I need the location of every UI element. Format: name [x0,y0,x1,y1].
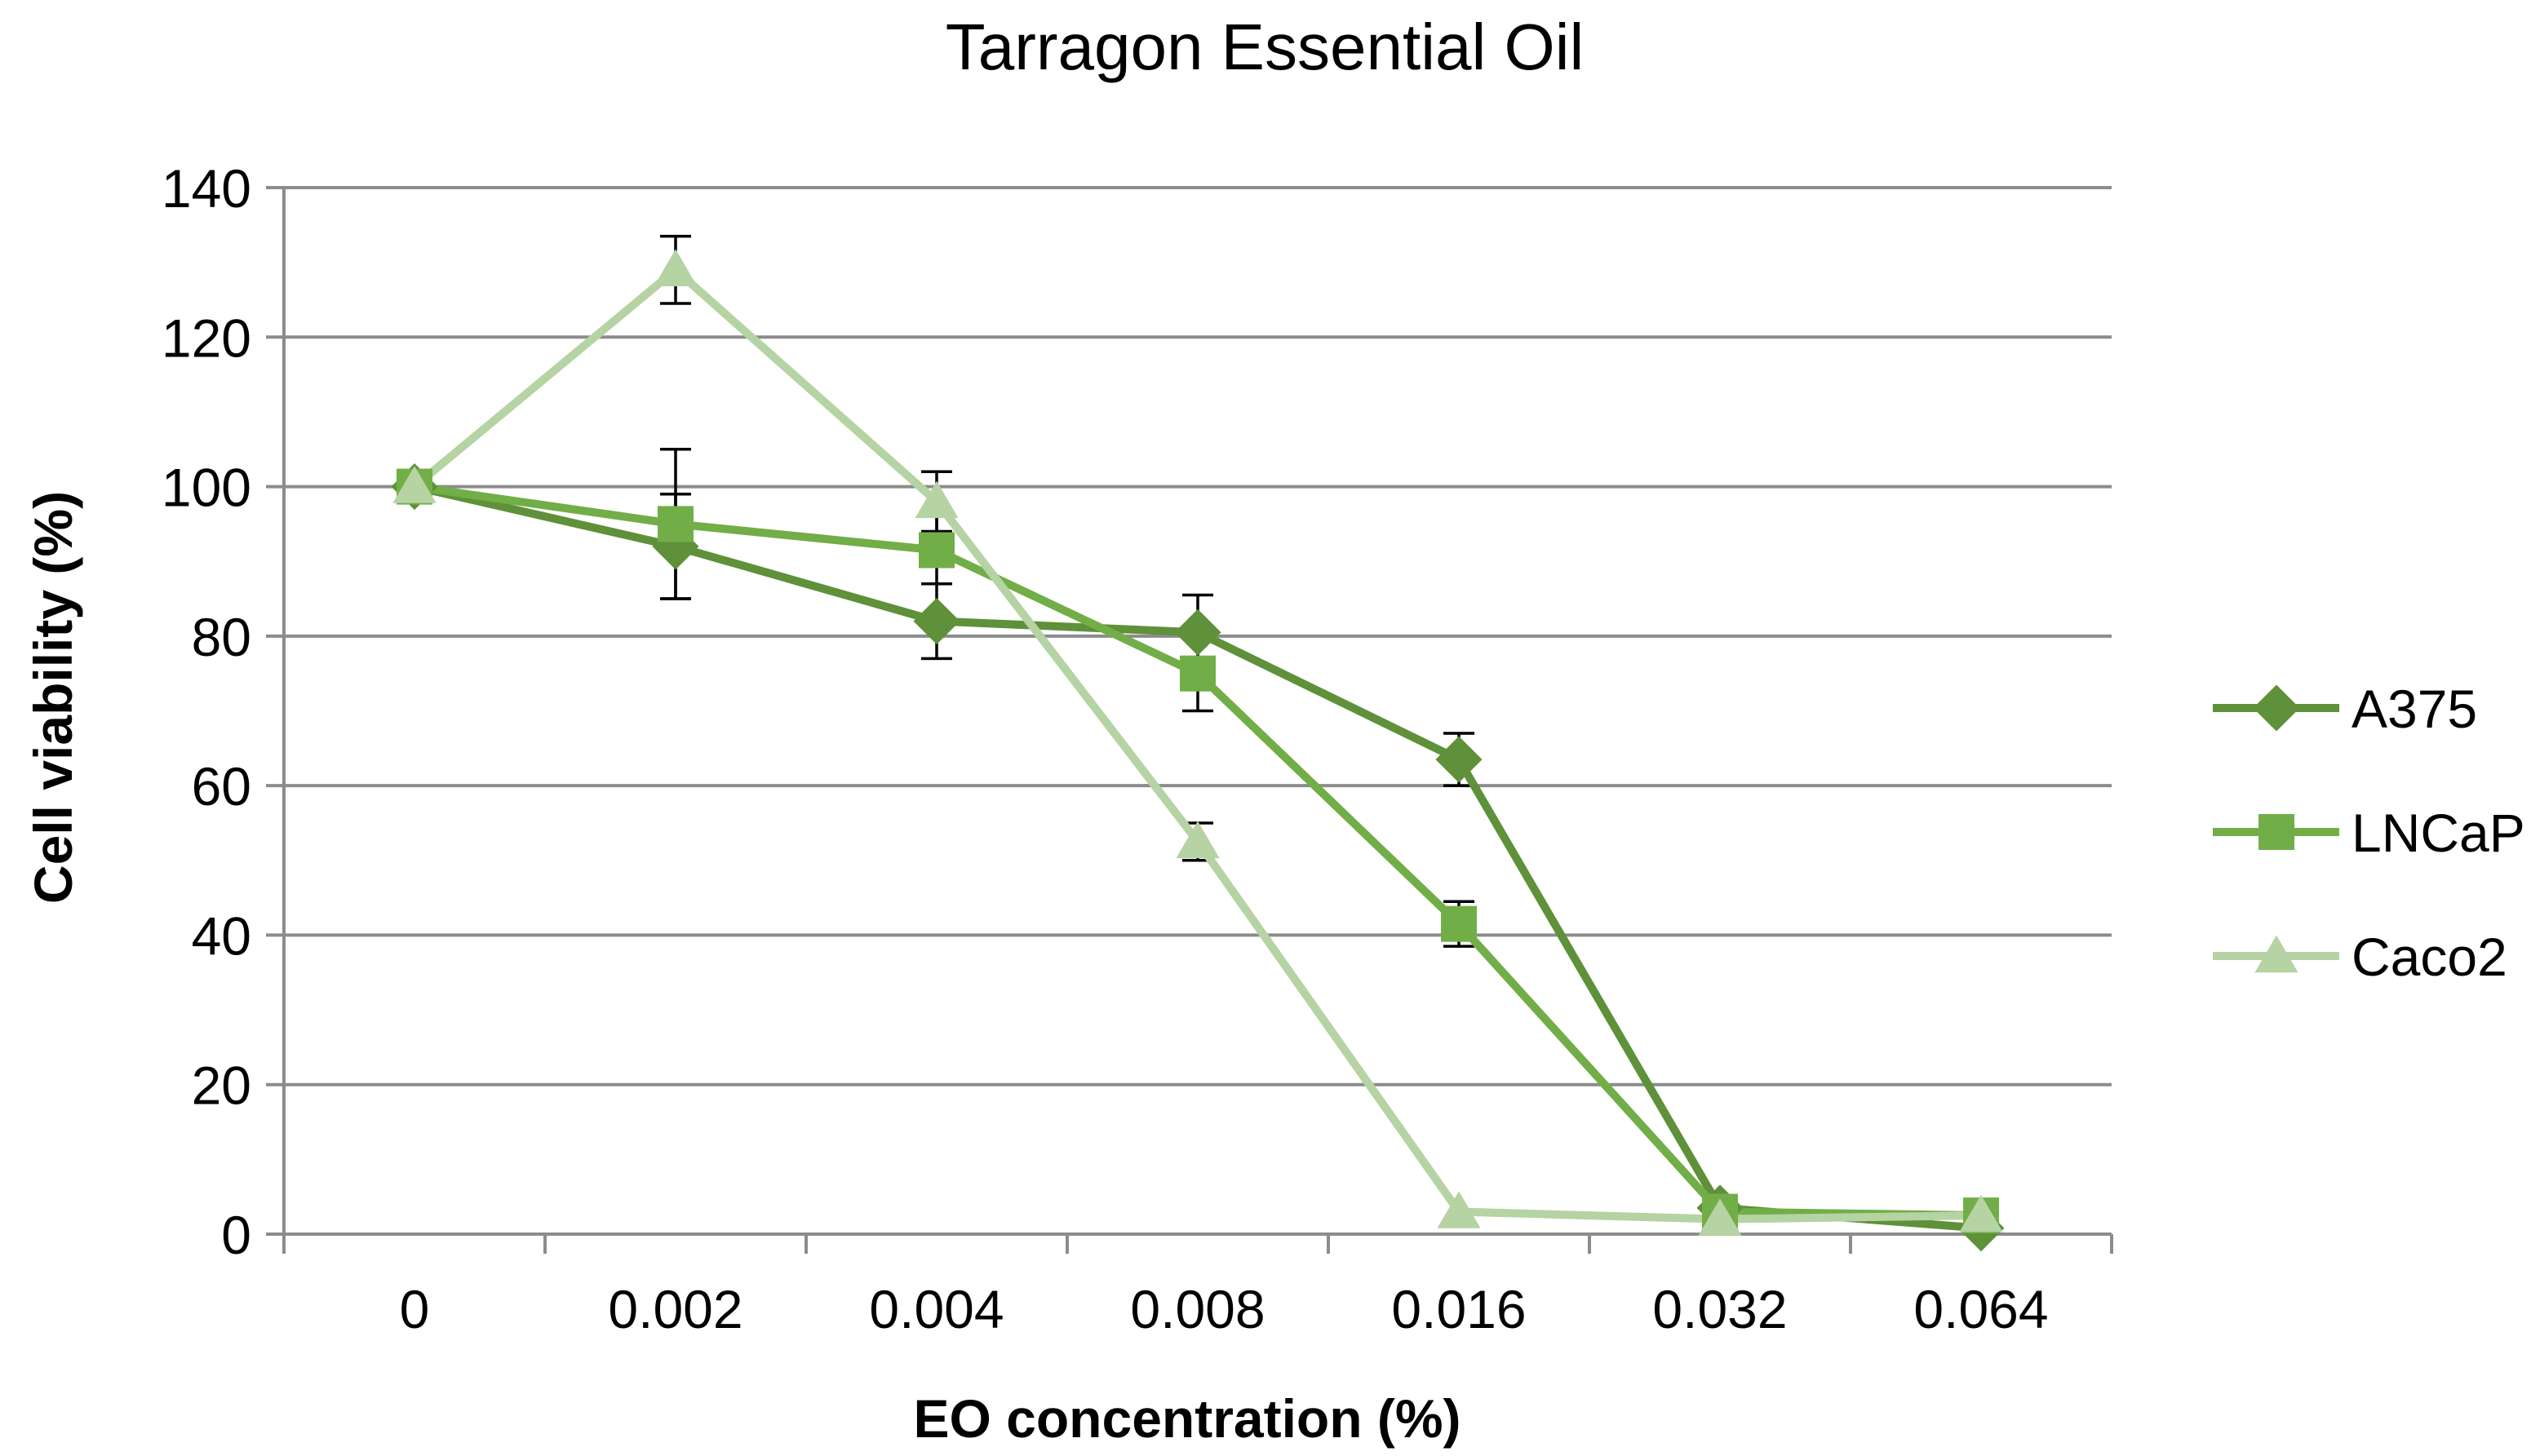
legend-marker [2258,814,2294,850]
data-point-a375 [1435,736,1483,783]
data-point-caco2 [654,249,698,287]
data-point-a375 [913,598,960,645]
legend-marker [2254,935,2298,973]
legend-marker [2253,684,2300,732]
data-point-caco2 [392,466,437,503]
error-bars [660,234,1474,948]
data-point-lncap [1441,905,1477,942]
x-tick-label: 0.002 [608,1279,742,1339]
x-tick-label: 0.032 [1652,1279,1787,1339]
y-tick-label: 20 [192,1055,251,1116]
y-axis-label: Cell viability (%) [23,491,83,904]
y-tick-label: 80 [192,607,251,667]
chart-title: Tarragon Essential Oil [946,11,1585,83]
data-point-caco2 [1437,1191,1481,1228]
x-axis-label: EO concentration (%) [913,1388,1461,1449]
legend-label: Caco2 [2351,927,2507,987]
series-markers [391,249,2005,1252]
y-tick-label: 40 [192,905,251,966]
y-tick-label: 100 [162,458,251,518]
y-tick-label: 60 [192,756,251,817]
legend-item-a375: A375 [2213,679,2477,739]
legend-label: LNCaP [2351,803,2525,863]
data-point-caco2 [1698,1198,1742,1236]
y-tick-label: 120 [162,308,251,368]
legend-label: A375 [2351,679,2477,739]
y-tick-label: 140 [162,158,251,219]
x-tick-label: 0.016 [1391,1279,1526,1339]
x-tick-labels: 0 0.002 0.004 0.008 0.016 0.032 0.064 [400,1279,2049,1339]
legend: A375 LNCaP Caco2 [2213,679,2525,987]
data-point-caco2 [1959,1194,2003,1233]
data-point-lncap [1180,655,1216,692]
legend-item-caco2: Caco2 [2213,927,2507,987]
y-tick-label: 0 [221,1205,251,1265]
x-tick-label: 0.064 [1913,1279,2048,1339]
x-tick-label: 0.004 [869,1279,1004,1339]
data-point-lncap [658,506,694,542]
y-tick-labels: 0 20 40 60 80 100 120 140 [162,158,251,1265]
x-tick-label: 0.008 [1130,1279,1265,1339]
data-point-lncap [919,532,955,569]
series-line-caco2 [411,265,1982,1224]
data-point-caco2 [1176,821,1220,859]
axes [266,186,2113,1254]
data-point-a375 [1174,609,1221,656]
legend-item-lncap: LNCaP [2213,803,2525,863]
data-point-caco2 [915,480,959,519]
x-tick-label: 0 [400,1279,430,1339]
